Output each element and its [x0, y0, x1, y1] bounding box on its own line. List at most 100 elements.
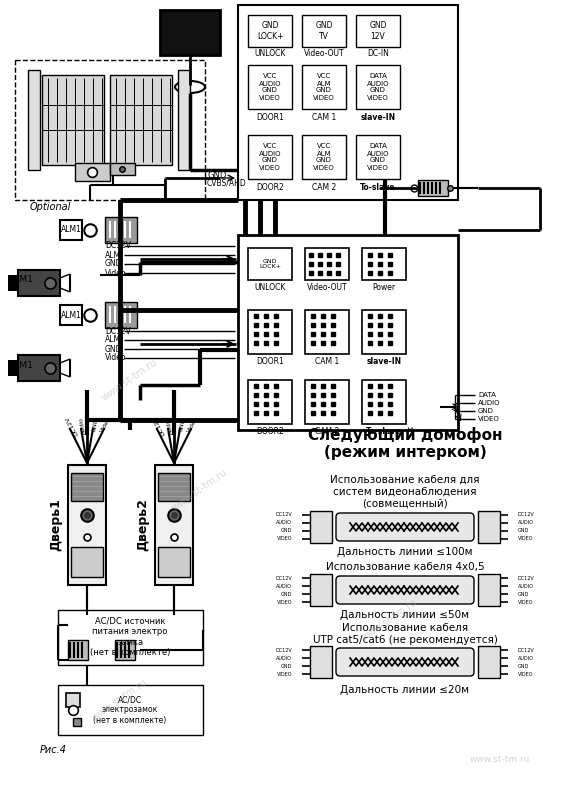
Text: VCC
ALM
GND
VIDEO: VCC ALM GND VIDEO	[313, 143, 335, 170]
Bar	[115, 640, 135, 660]
Text: UNLOCK: UNLOCK	[254, 49, 286, 58]
Bar	[248, 310, 292, 354]
Text: DATA: DATA	[478, 392, 496, 398]
Text: Video: Video	[105, 354, 127, 362]
Text: DC12V: DC12V	[518, 513, 535, 518]
Text: DOOR1: DOOR1	[256, 113, 284, 122]
Bar	[155, 465, 193, 585]
Bar	[248, 380, 292, 424]
Polygon shape	[8, 360, 18, 376]
Text: Video-OUT: Video-OUT	[304, 49, 344, 58]
FancyBboxPatch shape	[336, 576, 474, 604]
Bar	[60, 220, 82, 240]
Text: Power: Power	[372, 282, 396, 291]
Bar	[302, 135, 346, 179]
Text: GND: GND	[518, 529, 530, 534]
Text: Дверь2: Дверь2	[136, 498, 149, 551]
Text: CAM1: CAM1	[8, 275, 34, 285]
Bar	[362, 380, 406, 424]
Text: DOOR2: DOOR2	[256, 427, 284, 437]
Text: UNLOCK: UNLOCK	[254, 282, 286, 291]
Text: www.st-tm.ru: www.st-tm.ru	[91, 677, 149, 723]
Bar	[158, 547, 190, 577]
Text: GND: GND	[105, 345, 123, 354]
Text: VIDEO: VIDEO	[276, 537, 292, 542]
Bar	[478, 574, 500, 606]
Text: CAM 2: CAM 2	[315, 427, 339, 437]
Bar	[58, 610, 203, 665]
Bar	[356, 65, 400, 109]
Bar	[362, 248, 406, 280]
FancyBboxPatch shape	[336, 513, 474, 541]
Text: ALM1: ALM1	[60, 310, 82, 319]
Text: GND: GND	[105, 259, 123, 269]
Text: To-slave: To-slave	[367, 427, 402, 437]
Text: (совмещенный): (совмещенный)	[362, 499, 448, 509]
Text: VIDEO: VIDEO	[478, 416, 500, 422]
Text: DC12V: DC12V	[105, 326, 131, 335]
Text: GND: GND	[208, 170, 227, 179]
Bar	[18, 270, 60, 296]
Text: AUDIO: AUDIO	[518, 521, 534, 526]
Text: www.st-tm.ru: www.st-tm.ru	[470, 755, 530, 765]
Text: VIDEO: VIDEO	[518, 599, 534, 605]
Text: GND: GND	[518, 663, 530, 669]
Text: ALM: ALM	[105, 335, 121, 345]
Text: DATA
AUDIO
GND
VIDEO: DATA AUDIO GND VIDEO	[367, 74, 389, 101]
Bar	[238, 5, 458, 200]
Bar	[305, 310, 349, 354]
Bar	[58, 685, 203, 735]
Text: Video: Video	[100, 416, 113, 434]
Text: DATA
AUDIO
GND
VIDEO: DATA AUDIO GND VIDEO	[367, 143, 389, 170]
Text: GND: GND	[518, 591, 530, 597]
Text: AUDIO: AUDIO	[276, 655, 292, 661]
Bar	[356, 15, 400, 47]
Text: GND
LOCK+: GND LOCK+	[256, 22, 283, 41]
Bar	[71, 547, 103, 577]
Text: AUDIO: AUDIO	[276, 521, 292, 526]
Bar	[15, 60, 205, 200]
Text: VIDEO: VIDEO	[276, 671, 292, 677]
Text: (режим интерком): (режим интерком)	[324, 446, 486, 461]
Bar	[305, 380, 349, 424]
Bar	[356, 135, 400, 179]
Bar	[305, 248, 349, 280]
Text: slave-IN: slave-IN	[367, 358, 401, 366]
Text: To-slave: To-slave	[360, 182, 396, 191]
Bar	[310, 646, 332, 678]
Text: DC12V: DC12V	[275, 575, 292, 581]
Bar	[418, 180, 448, 196]
Text: GND
LOCK+: GND LOCK+	[259, 258, 281, 270]
Bar	[42, 75, 104, 165]
Text: Audio: Audio	[79, 416, 87, 434]
Text: ALM1: ALM1	[60, 226, 82, 234]
Text: DC12V: DC12V	[151, 414, 166, 435]
Text: VIDEO: VIDEO	[276, 599, 292, 605]
Text: VIDEO: VIDEO	[518, 537, 534, 542]
Text: DC12V: DC12V	[64, 414, 79, 435]
Text: DC12V: DC12V	[275, 513, 292, 518]
Text: Дальность линии ≤100м: Дальность линии ≤100м	[337, 547, 473, 557]
Bar	[248, 65, 292, 109]
Text: DOOR1: DOOR1	[256, 358, 284, 366]
Text: GND: GND	[281, 663, 292, 669]
Text: Рис.4: Рис.4	[40, 745, 67, 755]
Bar	[362, 310, 406, 354]
Text: CAM 1: CAM 1	[315, 358, 339, 366]
Text: VCC
AUDIO
GND
VIDEO: VCC AUDIO GND VIDEO	[259, 74, 281, 101]
Text: Дальность линии ≤20м: Дальность линии ≤20м	[340, 685, 470, 695]
Text: AUDIO: AUDIO	[478, 400, 500, 406]
FancyBboxPatch shape	[336, 648, 474, 676]
Bar	[478, 646, 500, 678]
Text: Использование кабеля 4х0,5: Использование кабеля 4х0,5	[325, 562, 484, 572]
Text: CAM 2: CAM 2	[312, 182, 336, 191]
Text: GND
TV: GND TV	[315, 22, 333, 41]
Text: GND: GND	[178, 418, 186, 433]
Text: www.st-tm.ru: www.st-tm.ru	[360, 597, 420, 643]
Text: DOOR2: DOOR2	[256, 182, 284, 191]
Bar	[105, 302, 137, 328]
Bar	[73, 718, 81, 726]
Text: UTP cat5/cat6 (не рекомендуется): UTP cat5/cat6 (не рекомендуется)	[312, 635, 498, 645]
Text: Video: Video	[187, 416, 200, 434]
Bar	[110, 75, 172, 165]
